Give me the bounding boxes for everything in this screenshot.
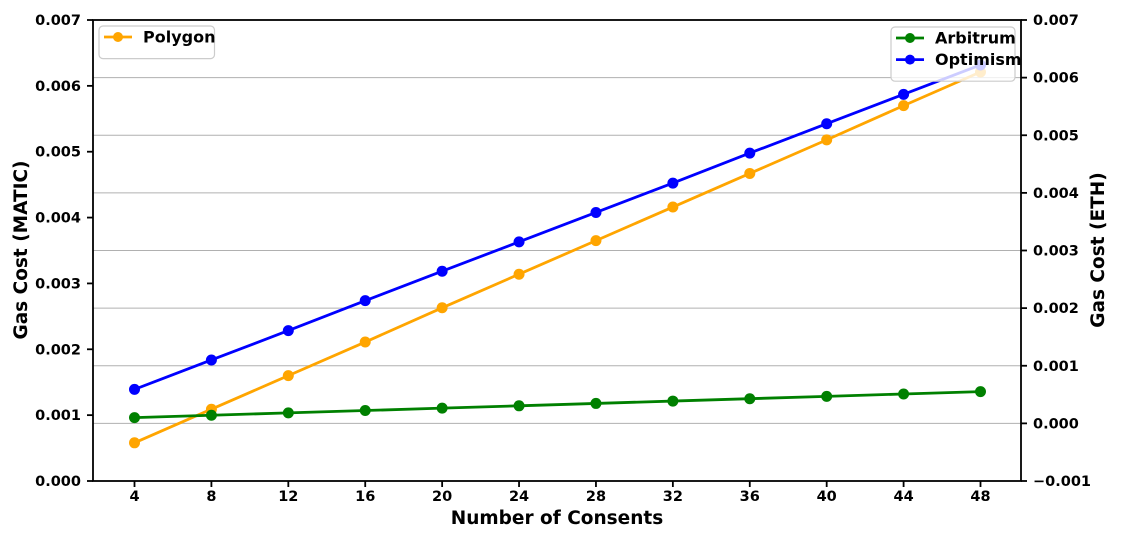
- legend-label: Polygon: [143, 28, 215, 47]
- x-tick-label: 40: [817, 489, 837, 505]
- x-tick-label: 48: [970, 489, 990, 505]
- optimism-marker: [205, 354, 217, 366]
- right-tick-label: 0.007: [1033, 13, 1079, 29]
- x-tick-label: 12: [278, 489, 298, 505]
- legend-marker: [905, 33, 915, 43]
- polygon-marker: [436, 302, 448, 314]
- polygon-marker: [129, 437, 140, 449]
- arbitrum-marker: [205, 409, 217, 421]
- optimism-series: [129, 59, 986, 395]
- optimism-marker: [513, 236, 525, 248]
- legend-box: [98, 25, 216, 60]
- polygon-series: [129, 66, 986, 449]
- arbitrum-marker: [129, 412, 140, 424]
- left-tick-label: 0.005: [35, 145, 81, 161]
- arbitrum-marker: [744, 393, 756, 405]
- legend-top-left: Polygon: [98, 25, 216, 60]
- right-tick-label: 0.000: [1033, 416, 1079, 432]
- axes: 0.000 0.001 0.002 0.003 0.004 0.005 0.006 0.007…: [35, 13, 1091, 505]
- arbitrum-marker: [898, 388, 910, 400]
- polygon-marker: [282, 370, 294, 382]
- right-tick-label: 0.004: [1033, 186, 1079, 202]
- arbitrum-marker: [436, 402, 448, 414]
- right-tick-label: −0.001: [1033, 474, 1091, 490]
- right-tick-label: 0.002: [1033, 301, 1079, 317]
- arbitrum-series: [129, 386, 986, 424]
- legend-top-right: Arbitrum Optimism: [890, 26, 1022, 82]
- right-y-axis-label: Gas Cost (ETH): [1088, 172, 1109, 327]
- x-tick-label: 16: [355, 489, 375, 505]
- optimism-marker: [436, 265, 448, 277]
- legend-item-arbitrum: Arbitrum: [896, 29, 1016, 48]
- arbitrum-marker: [667, 395, 679, 407]
- optimism-marker: [590, 206, 602, 218]
- polygon-marker: [359, 336, 371, 348]
- left-tick-label: 0.004: [35, 211, 81, 227]
- x-tick-label: 24: [509, 489, 529, 505]
- x-axis-label: Number of Consents: [451, 508, 664, 529]
- optimism-marker: [667, 177, 679, 189]
- data-series: [129, 59, 986, 449]
- right-tick-label: 0.001: [1033, 359, 1079, 375]
- x-tick-label: 8: [206, 489, 216, 505]
- polygon-marker: [821, 134, 833, 146]
- optimism-marker: [282, 325, 294, 337]
- legend-box: [890, 26, 1016, 82]
- arbitrum-marker: [821, 390, 833, 402]
- legends: Polygon Arbitrum Optimism: [98, 25, 1022, 82]
- x-tick-label: 36: [740, 489, 760, 505]
- arbitrum-marker: [590, 397, 602, 409]
- optimism-marker: [744, 147, 756, 159]
- legend-marker: [905, 54, 915, 65]
- optimism-marker: [898, 88, 910, 100]
- x-tick-label: 28: [586, 489, 606, 505]
- left-tick-label: 0.006: [35, 79, 81, 95]
- optimism-marker: [821, 118, 833, 130]
- arbitrum-marker: [513, 400, 525, 412]
- arbitrum-line: [133, 390, 982, 420]
- left-tick-label: 0.001: [35, 408, 81, 424]
- x-tick-label: 44: [893, 489, 913, 505]
- left-y-axis-label: Gas Cost (MATIC): [11, 161, 32, 340]
- polygon-marker: [590, 235, 602, 247]
- gridlines: [93, 77, 1021, 424]
- left-tick-label: 0.000: [35, 474, 81, 490]
- x-tick-label: 4: [129, 489, 139, 505]
- x-tick-label: 32: [663, 489, 683, 505]
- polygon-marker: [744, 167, 756, 179]
- left-tick-label: 0.002: [35, 342, 81, 358]
- legend-item-polygon: Polygon: [104, 28, 215, 47]
- optimism-marker: [359, 295, 371, 307]
- legend-marker: [113, 32, 123, 42]
- optimism-line: [133, 63, 982, 391]
- polygon-marker: [513, 268, 525, 280]
- arbitrum-marker: [975, 386, 986, 398]
- legend-label: Arbitrum: [935, 29, 1016, 48]
- right-tick-label: 0.006: [1033, 71, 1079, 87]
- arbitrum-marker: [282, 407, 294, 419]
- optimism-marker: [129, 383, 140, 395]
- legend-label: Optimism: [935, 50, 1022, 69]
- arbitrum-marker: [359, 405, 371, 417]
- polygon-marker: [667, 201, 679, 213]
- legend-item-optimism: Optimism: [896, 50, 1022, 69]
- x-tick-label: 20: [432, 489, 452, 505]
- left-tick-label: 0.007: [35, 13, 81, 29]
- polygon-marker: [898, 100, 910, 112]
- polygon-line: [133, 70, 982, 445]
- right-tick-label: 0.003: [1033, 244, 1079, 260]
- left-tick-label: 0.003: [35, 276, 81, 292]
- right-tick-label: 0.005: [1033, 128, 1079, 144]
